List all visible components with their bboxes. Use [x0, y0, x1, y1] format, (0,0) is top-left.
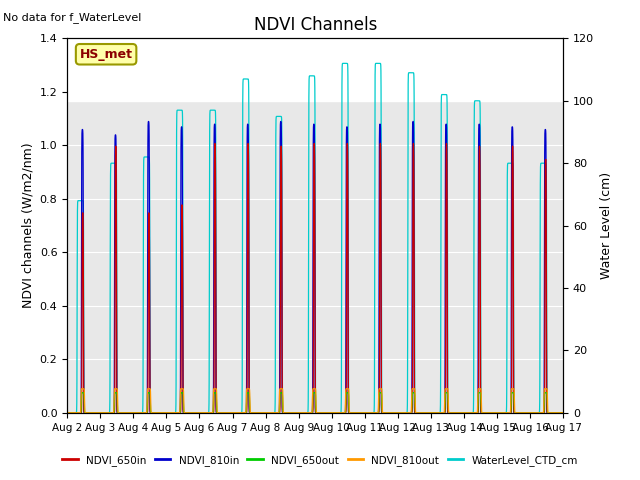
NDVI_650in: [443, 141, 451, 146]
Line: WaterLevel_CTD_cm: WaterLevel_CTD_cm: [67, 63, 563, 413]
NDVI_810out: [63, 410, 71, 416]
NDVI_650out: [547, 410, 555, 416]
NDVI_650in: [454, 410, 461, 416]
NDVI_810in: [454, 410, 461, 416]
NDVI_810out: [454, 410, 461, 416]
NDVI_650in: [547, 410, 554, 416]
NDVI_650out: [63, 410, 71, 416]
Line: NDVI_810out: NDVI_810out: [67, 389, 563, 413]
Bar: [67, 38, 563, 101]
Y-axis label: Water Level (cm): Water Level (cm): [600, 172, 612, 279]
NDVI_810out: [383, 410, 391, 416]
WaterLevel_CTD_cm: [249, 410, 257, 416]
NDVI_810in: [547, 410, 554, 416]
NDVI_650out: [249, 410, 257, 416]
Y-axis label: NDVI channels (W/m2/nm): NDVI channels (W/m2/nm): [21, 143, 34, 309]
NDVI_810in: [145, 119, 152, 124]
NDVI_650in: [557, 410, 565, 416]
NDVI_650in: [164, 410, 172, 416]
NDVI_810in: [63, 410, 71, 416]
NDVI_650out: [559, 410, 567, 416]
NDVI_810out: [249, 410, 257, 416]
NDVI_650out: [557, 410, 565, 416]
WaterLevel_CTD_cm: [547, 410, 555, 416]
NDVI_650in: [170, 410, 177, 416]
NDVI_650out: [164, 410, 172, 416]
WaterLevel_CTD_cm: [557, 410, 565, 416]
NDVI_650out: [79, 390, 86, 396]
Legend: NDVI_650in, NDVI_810in, NDVI_650out, NDVI_810out, WaterLevel_CTD_cm: NDVI_650in, NDVI_810in, NDVI_650out, NDV…: [58, 451, 582, 470]
NDVI_650in: [559, 410, 567, 416]
NDVI_650in: [383, 410, 391, 416]
NDVI_810in: [249, 410, 257, 416]
NDVI_810out: [79, 386, 86, 392]
WaterLevel_CTD_cm: [559, 410, 567, 416]
NDVI_810out: [164, 410, 172, 416]
Line: NDVI_650out: NDVI_650out: [67, 393, 563, 413]
NDVI_650out: [170, 410, 177, 416]
WaterLevel_CTD_cm: [164, 410, 172, 416]
Title: NDVI Channels: NDVI Channels: [253, 16, 377, 34]
NDVI_810in: [164, 410, 172, 416]
WaterLevel_CTD_cm: [454, 410, 461, 416]
NDVI_810out: [170, 410, 177, 416]
NDVI_650in: [249, 410, 257, 416]
Line: NDVI_650in: NDVI_650in: [67, 144, 563, 413]
Text: HS_met: HS_met: [79, 48, 132, 61]
Line: NDVI_810in: NDVI_810in: [67, 121, 563, 413]
NDVI_810in: [559, 410, 567, 416]
WaterLevel_CTD_cm: [170, 410, 177, 416]
NDVI_810in: [383, 410, 391, 416]
NDVI_810out: [548, 410, 556, 416]
WaterLevel_CTD_cm: [63, 410, 71, 416]
NDVI_650out: [383, 410, 391, 416]
NDVI_810in: [170, 410, 177, 416]
NDVI_650in: [63, 410, 71, 416]
WaterLevel_CTD_cm: [383, 410, 391, 416]
NDVI_810out: [559, 410, 567, 416]
NDVI_810in: [557, 410, 565, 416]
Text: No data for f_WaterLevel: No data for f_WaterLevel: [3, 12, 141, 23]
WaterLevel_CTD_cm: [374, 60, 382, 66]
NDVI_650out: [454, 410, 461, 416]
NDVI_810out: [557, 410, 565, 416]
